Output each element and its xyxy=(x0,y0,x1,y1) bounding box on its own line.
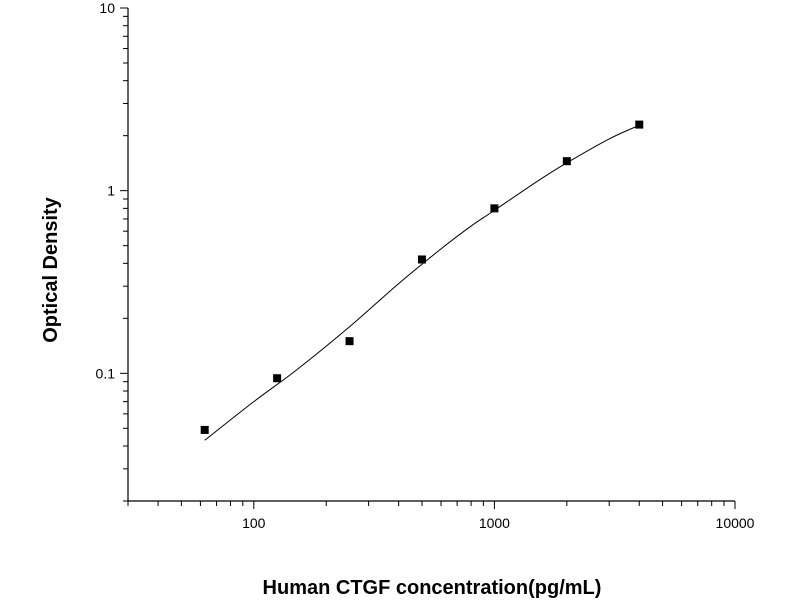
data-point xyxy=(417,255,426,264)
x-tick-label: 1000 xyxy=(479,515,510,531)
x-tick-labels: 100 1000 10000 xyxy=(242,515,755,531)
y-tick-label: 1 xyxy=(107,183,115,199)
y-tick-labels: 0.1 1 10 xyxy=(96,0,116,381)
x-tick-label: 10000 xyxy=(716,515,755,531)
x-tick-label: 100 xyxy=(242,515,266,531)
data-point xyxy=(273,374,282,383)
y-ticks xyxy=(120,7,128,502)
fit-curve xyxy=(204,124,640,441)
data-point xyxy=(635,120,644,129)
data-point xyxy=(562,157,571,166)
data-points xyxy=(200,120,644,434)
x-axis-title: Human CTGF concentration(pg/mL) xyxy=(263,577,602,599)
plot-area: 100 1000 10000 0.1 1 10 xyxy=(96,0,755,531)
y-tick-label: 0.1 xyxy=(96,365,116,381)
y-tick-label: 10 xyxy=(99,0,115,16)
data-point xyxy=(200,425,209,434)
data-point xyxy=(490,204,499,213)
x-ticks xyxy=(127,501,736,509)
y-axis-title: Optical Density xyxy=(40,196,62,342)
data-point xyxy=(345,337,354,346)
